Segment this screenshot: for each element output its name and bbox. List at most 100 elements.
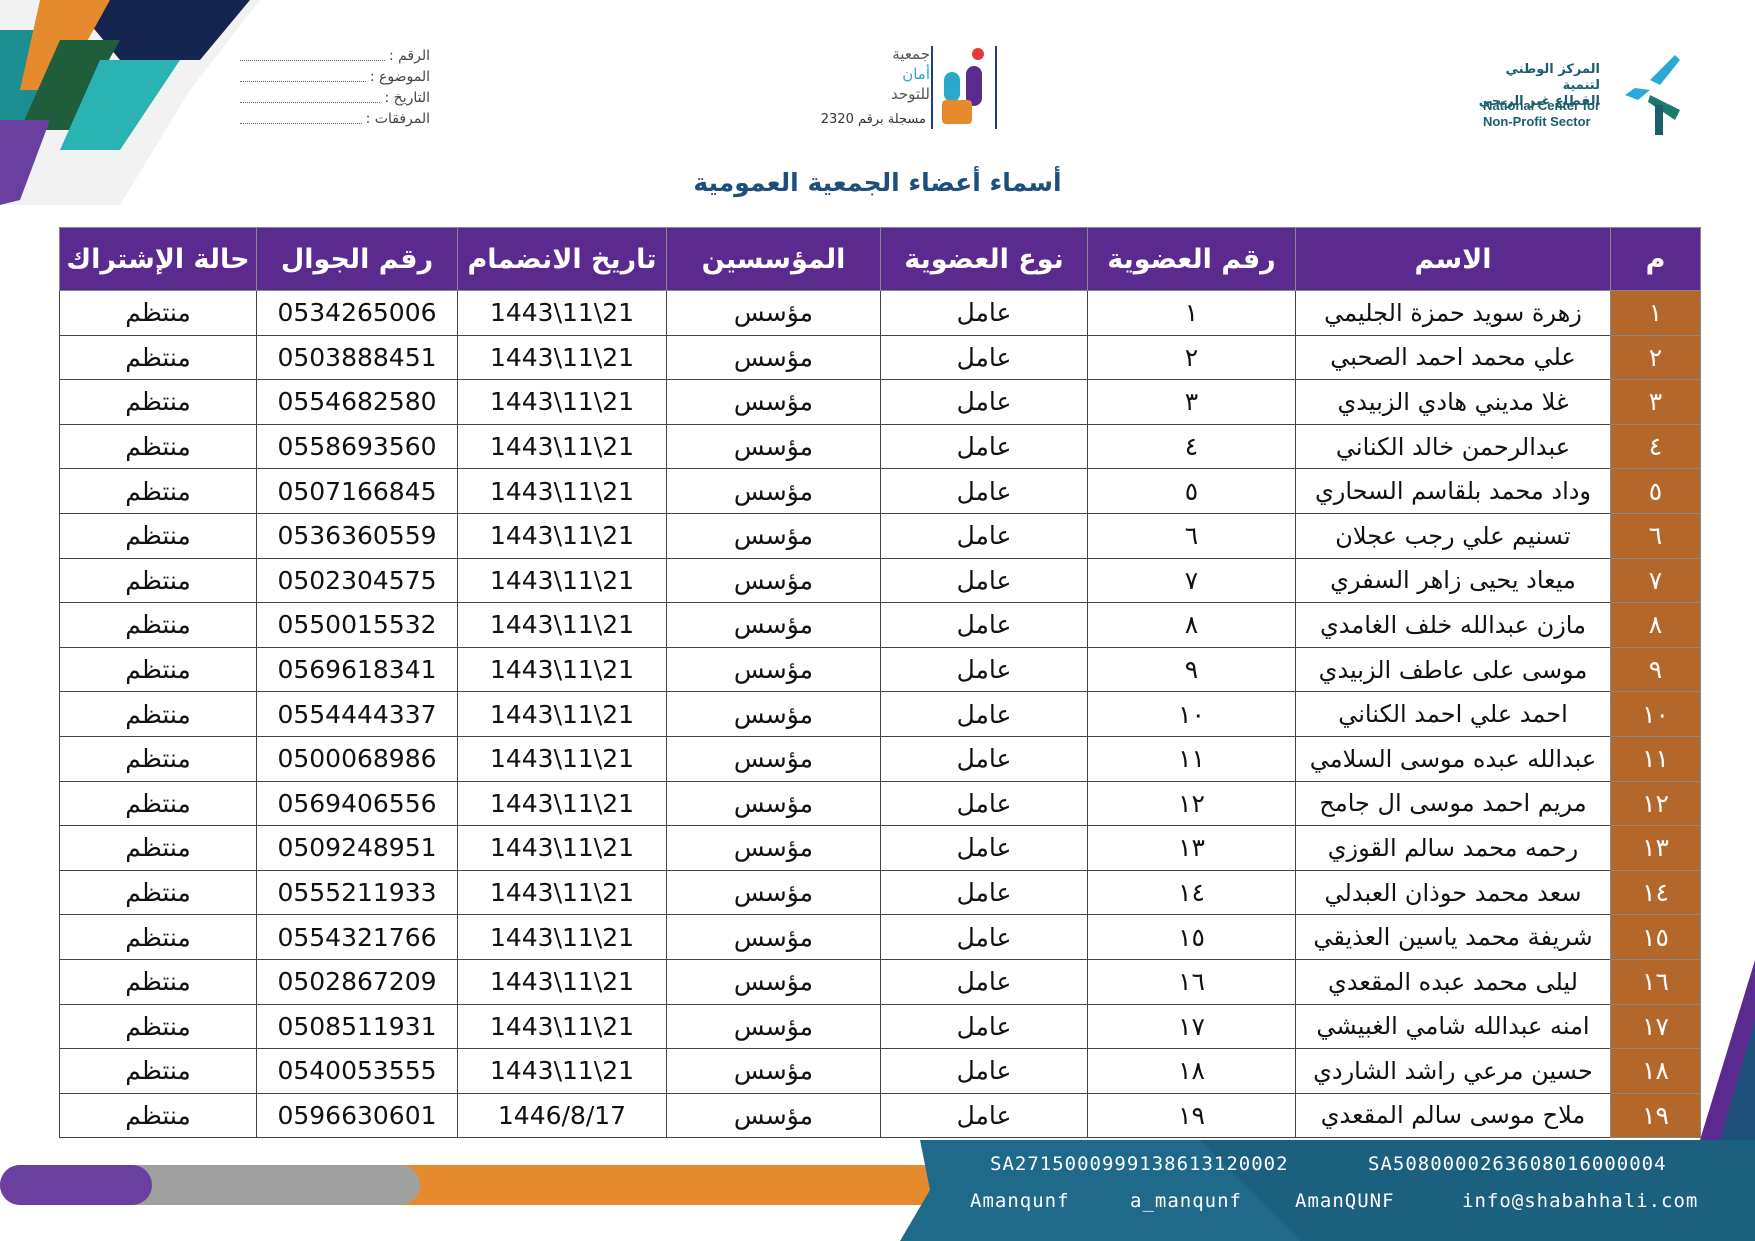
center-arabic: المركز الوطني لتنمية القطاع غير الربحي <box>1470 62 1600 110</box>
field-row: الموضوع : <box>240 67 430 88</box>
table-cell: 0503888451 <box>256 334 458 381</box>
side-decoration <box>1700 960 1755 1140</box>
table-cell: ١٧ <box>1087 1003 1296 1050</box>
table-cell: 0534265006 <box>256 290 458 336</box>
table-cell: ٧ <box>1087 557 1296 604</box>
table-cell: رحمه محمد سالم القوزي <box>1295 825 1611 871</box>
table-cell: منتظم <box>59 1092 257 1139</box>
table-row: ١٣ رحمه محمد سالم القوزي ١٣ عامل مؤسس 1443\11… <box>59 825 1701 871</box>
table-cell: 0569618341 <box>256 646 458 693</box>
table-cell: منتظم <box>59 1003 257 1050</box>
table-cell: منتظم <box>59 602 257 648</box>
table-cell: زهرة سويد حمزة الجليمي <box>1295 290 1611 336</box>
registration: مسجلة برقم 2320 <box>820 112 926 127</box>
table-cell: مؤسس <box>666 646 881 693</box>
table-cell: عامل <box>880 334 1088 381</box>
en-line: Non-Profit Sector <box>1482 114 1591 129</box>
table-cell: ١٠ <box>1087 691 1296 737</box>
center-logo: المركز الوطني لتنمية القطاع غير الربحي N… <box>1470 50 1710 140</box>
table-cell: مؤسس <box>666 423 881 470</box>
table-cell: عامل <box>880 468 1088 514</box>
table-cell: عامل <box>880 423 1088 470</box>
table-cell: 0569406556 <box>256 780 458 827</box>
table-cell: 1443\11\21 <box>457 1048 667 1094</box>
field-row: التاريخ : <box>240 88 430 109</box>
table-cell: 0500068986 <box>256 735 458 782</box>
table-cell: عامل <box>880 1092 1088 1139</box>
table-cell: 1443\11\21 <box>457 334 667 381</box>
table-cell: ٥ <box>1087 468 1296 514</box>
table-cell: ٢ <box>1610 334 1701 381</box>
table-cell: ١٤ <box>1610 869 1701 916</box>
table-cell: 0502304575 <box>256 557 458 604</box>
table-cell: 0540053555 <box>256 1048 458 1094</box>
table-cell: منتظم <box>59 290 257 336</box>
table-cell: منتظم <box>59 735 257 782</box>
table-cell: مؤسس <box>666 512 881 559</box>
table-cell: عامل <box>880 290 1088 336</box>
table-cell: ٣ <box>1087 379 1296 425</box>
header-fields: الرقم : الموضوع : التاريخ : المرفقات : <box>240 46 430 130</box>
table-cell: 1446/8/17 <box>457 1092 667 1139</box>
members-table: م الاسم رقم العضوية نوع العضوية المؤسسين تاري… <box>59 227 1701 1139</box>
table-cell: ٧ <box>1610 557 1701 604</box>
table-cell: وداد محمد بلقاسم السحاري <box>1295 468 1611 514</box>
table-cell: ١٢ <box>1610 780 1701 827</box>
table-cell: ١٣ <box>1087 825 1296 871</box>
table-cell: 0536360559 <box>256 512 458 559</box>
table-row: ١٩ ملاح موسى سالم المقعدي ١٩ عامل مؤسس 1446/8… <box>59 1092 1701 1139</box>
association-icon <box>931 46 997 129</box>
table-cell: مؤسس <box>666 735 881 782</box>
table-cell: ميعاد يحيى زاهر السفري <box>1295 557 1611 604</box>
table-cell: 0554321766 <box>256 914 458 960</box>
table-row: ٨ مازن عبدالله خلف الغامدي ٨ عامل مؤسس 1443\1… <box>59 602 1701 648</box>
table-cell: موسى على عاطف الزبيدي <box>1295 646 1611 693</box>
table-cell: حسين مرعي راشد الشاردي <box>1295 1048 1611 1094</box>
table-row: ١٥ شريفة محمد ياسين العذيقي ١٥ عامل مؤسس 1443… <box>59 914 1701 960</box>
table-row: ٧ ميعاد يحيى زاهر السفري ٧ عامل مؤسس 1443\11\… <box>59 557 1701 604</box>
title: أسماء أعضاء الجمعية العمومية <box>693 168 1062 197</box>
table-cell: منتظم <box>59 1048 257 1094</box>
table-cell: 1443\11\21 <box>457 869 667 916</box>
ar-line: القطاع غير الربحي <box>1478 94 1600 109</box>
account-number: SA5080000263608016000004 <box>1368 1153 1667 1175</box>
table-cell: امنه عبدالله شامي الغبيشي <box>1295 1003 1611 1050</box>
table-cell: ١٥ <box>1087 914 1296 960</box>
name-line: جمعية <box>892 45 930 63</box>
table-cell: منتظم <box>59 780 257 827</box>
table-cell: ٦ <box>1610 512 1701 559</box>
column-header: حالة الإشتراك <box>59 227 257 291</box>
table-cell: مؤسس <box>666 1048 881 1094</box>
table-cell: 1443\11\21 <box>457 602 667 648</box>
table-cell: مؤسس <box>666 557 881 604</box>
name-line: أمان <box>902 65 930 83</box>
corner-decoration <box>0 0 260 205</box>
table-row: ١٨ حسين مرعي راشد الشاردي ١٨ عامل مؤسس 1443\1… <box>59 1048 1701 1094</box>
table-cell: عامل <box>880 869 1088 916</box>
ar-line: المركز الوطني لتنمية <box>1505 62 1600 93</box>
table-cell: غلا مديني هادي الزبيدي <box>1295 379 1611 425</box>
contact: info@shabahhali.com <box>1462 1190 1699 1212</box>
table-cell: منتظم <box>59 512 257 559</box>
table-cell: 1443\11\21 <box>457 379 667 425</box>
account-number: SA2715000999138613120002 <box>990 1153 1289 1175</box>
table-cell: ١ <box>1610 290 1701 336</box>
table-cell: عامل <box>880 914 1088 960</box>
field-label: المرفقات : <box>365 111 430 127</box>
table-cell: منتظم <box>59 646 257 693</box>
table-cell: ٩ <box>1610 646 1701 693</box>
table-cell: ٢ <box>1087 334 1296 381</box>
table-cell: ٨ <box>1087 602 1296 648</box>
table-cell: ٤ <box>1610 423 1701 470</box>
table-cell: ٨ <box>1610 602 1701 648</box>
table-cell: مؤسس <box>666 290 881 336</box>
table-cell: عامل <box>880 825 1088 871</box>
table-cell: احمد علي احمد الكناني <box>1295 691 1611 737</box>
table-cell: عامل <box>880 1048 1088 1094</box>
table-cell: ١٩ <box>1087 1092 1296 1139</box>
column-header: نوع العضوية <box>880 227 1088 291</box>
table-row: ١١ عبدالله عبده موسى السلامي ١١ عامل مؤسس 144… <box>59 735 1701 782</box>
table-cell: 0550015532 <box>256 602 458 648</box>
association-name: جمعية أمان للتوحد <box>891 44 930 104</box>
table-cell: ١٦ <box>1087 958 1296 1005</box>
